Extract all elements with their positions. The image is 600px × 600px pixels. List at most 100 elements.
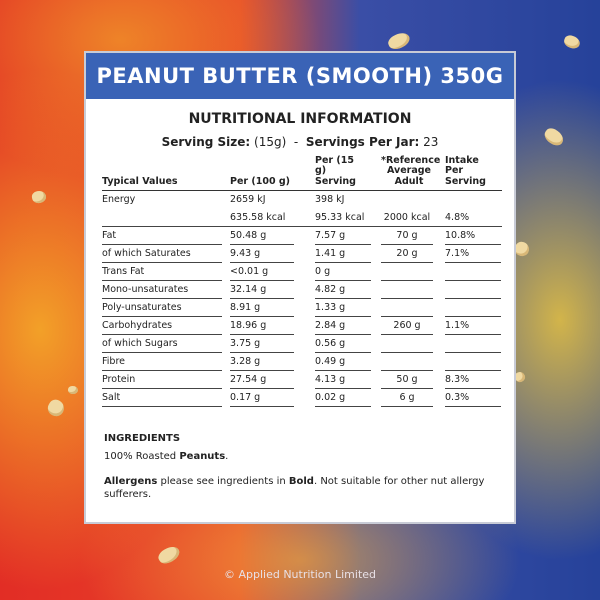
value-per-100g: 27.54 g	[230, 374, 267, 385]
row-label: Salt	[102, 392, 121, 403]
row-divider	[230, 244, 294, 245]
value-per-100g: 32.14 g	[230, 284, 267, 295]
value-per-serving: 7.57 g	[315, 230, 346, 241]
ingredients-text: 100% Roasted Peanuts.	[104, 451, 228, 462]
row-divider	[230, 262, 294, 263]
row-divider	[315, 334, 371, 335]
row-divider	[445, 298, 501, 299]
row-divider	[381, 370, 433, 371]
row-divider	[315, 262, 371, 263]
table-row: Fat 50.48 g 7.57 g 70 g 10.8%	[102, 227, 502, 245]
row-divider	[445, 280, 501, 281]
row-divider	[445, 352, 501, 353]
table-row: of which Sugars 3.75 g 0.56 g	[102, 335, 502, 353]
value-per-serving: 0.49 g	[315, 356, 346, 367]
value-per-serving: 4.13 g	[315, 374, 346, 385]
row-label: Mono-unsaturates	[102, 284, 189, 295]
row-divider	[315, 298, 371, 299]
section-title: NUTRITIONAL INFORMATION	[188, 111, 412, 127]
allergen-note: Allergens please see ingredients in Bold…	[104, 475, 504, 501]
serving-separator: -	[293, 135, 299, 149]
value-intake-percent: 8.3%	[445, 374, 470, 385]
value-intake-percent: 7.1%	[445, 248, 470, 259]
row-label: Energy	[102, 194, 136, 205]
row-divider	[445, 244, 501, 245]
value-reference-intake: 70 g	[396, 230, 418, 241]
value-intake-percent: 4.8%	[445, 212, 470, 223]
value-per-100g: 8.91 g	[230, 302, 261, 313]
value-per-100g: 635.58 kcal	[230, 212, 286, 223]
row-divider	[315, 405, 371, 407]
row-divider	[102, 244, 222, 245]
row-divider	[102, 405, 222, 407]
row-label: Poly-unsaturates	[102, 302, 182, 313]
value-per-serving: 95.33 kcal	[315, 212, 365, 223]
row-label: Trans Fat	[102, 266, 145, 277]
value-reference-intake: 6 g	[399, 392, 415, 403]
table-row: Fibre 3.28 g 0.49 g	[102, 353, 502, 371]
row-divider	[230, 334, 294, 335]
row-divider	[102, 352, 222, 353]
row-divider	[381, 334, 433, 335]
peanut-piece-decoration	[68, 386, 78, 394]
row-divider	[445, 370, 501, 371]
value-per-100g: 3.28 g	[230, 356, 261, 367]
row-label: Fat	[102, 230, 117, 241]
value-per-100g: 18.96 g	[230, 320, 267, 331]
value-per-100g: <0.01 g	[230, 266, 269, 277]
header-reference-intake: *Reference Average Adult	[381, 154, 441, 187]
row-divider	[102, 298, 222, 299]
row-divider	[315, 352, 371, 353]
row-divider	[230, 370, 294, 371]
value-per-serving: 2.84 g	[315, 320, 346, 331]
value-per-100g: 2659 kJ	[230, 194, 266, 205]
header-per-100g: Per (100 g)	[230, 175, 291, 187]
table-row: Protein 27.54 g 4.13 g 50 g 8.3%	[102, 371, 502, 389]
nutrition-table: Typical Values Per (100 g) Per (15 g) Se…	[102, 153, 502, 407]
serving-info: Serving Size: (15g) - Servings Per Jar: …	[86, 135, 514, 149]
row-divider	[381, 405, 433, 407]
row-divider	[445, 388, 501, 389]
row-divider	[102, 316, 222, 317]
header-intake-per-serving: Intake Per Serving	[445, 154, 486, 187]
row-divider	[230, 280, 294, 281]
row-divider	[445, 405, 501, 407]
row-divider	[381, 298, 433, 299]
value-per-serving: 398 kJ	[315, 194, 345, 205]
table-row: Trans Fat <0.01 g 0 g	[102, 263, 502, 281]
value-per-serving: 1.41 g	[315, 248, 346, 259]
value-per-serving: 4.82 g	[315, 284, 346, 295]
table-body: Energy 2659 kJ 398 kJ 635.58 kcal 95.33 kcal…	[102, 191, 502, 407]
copyright-footer: © Applied Nutrition Limited	[223, 568, 377, 581]
product-title: PEANUT BUTTER (SMOOTH) 350G	[86, 53, 514, 99]
servings-per-jar-value: 23	[423, 135, 439, 149]
header-per-serving: Per (15 g) Serving	[315, 154, 356, 187]
row-divider	[381, 244, 433, 245]
ingredients-bold: Peanuts	[179, 451, 226, 462]
row-divider	[381, 388, 433, 389]
row-divider	[381, 316, 433, 317]
ingredients-prefix: 100% Roasted	[104, 451, 180, 462]
value-reference-intake: 50 g	[396, 374, 418, 385]
row-divider	[445, 262, 501, 263]
value-per-100g: 9.43 g	[230, 248, 261, 259]
row-divider	[102, 262, 222, 263]
row-divider	[315, 388, 371, 389]
table-row: Carbohydrates 18.96 g 2.84 g 260 g 1.1%	[102, 317, 502, 335]
value-per-serving: 0.56 g	[315, 338, 346, 349]
row-divider	[102, 225, 502, 227]
row-label: of which Saturates	[102, 248, 191, 259]
row-divider	[381, 280, 433, 281]
allergens-text1: please see ingredients in	[157, 476, 289, 487]
row-divider	[381, 262, 433, 263]
row-divider	[315, 316, 371, 317]
value-intake-percent: 0.3%	[445, 392, 470, 403]
value-per-100g: 0.17 g	[230, 392, 261, 403]
row-label: Carbohydrates	[102, 320, 173, 331]
table-header-row: Typical Values Per (100 g) Per (15 g) Se…	[102, 153, 502, 191]
row-divider	[381, 352, 433, 353]
allergens-bold: Bold	[288, 476, 314, 487]
table-row: Mono-unsaturates 32.14 g 4.82 g	[102, 281, 502, 299]
row-label: of which Sugars	[102, 338, 178, 349]
row-divider	[445, 334, 501, 335]
